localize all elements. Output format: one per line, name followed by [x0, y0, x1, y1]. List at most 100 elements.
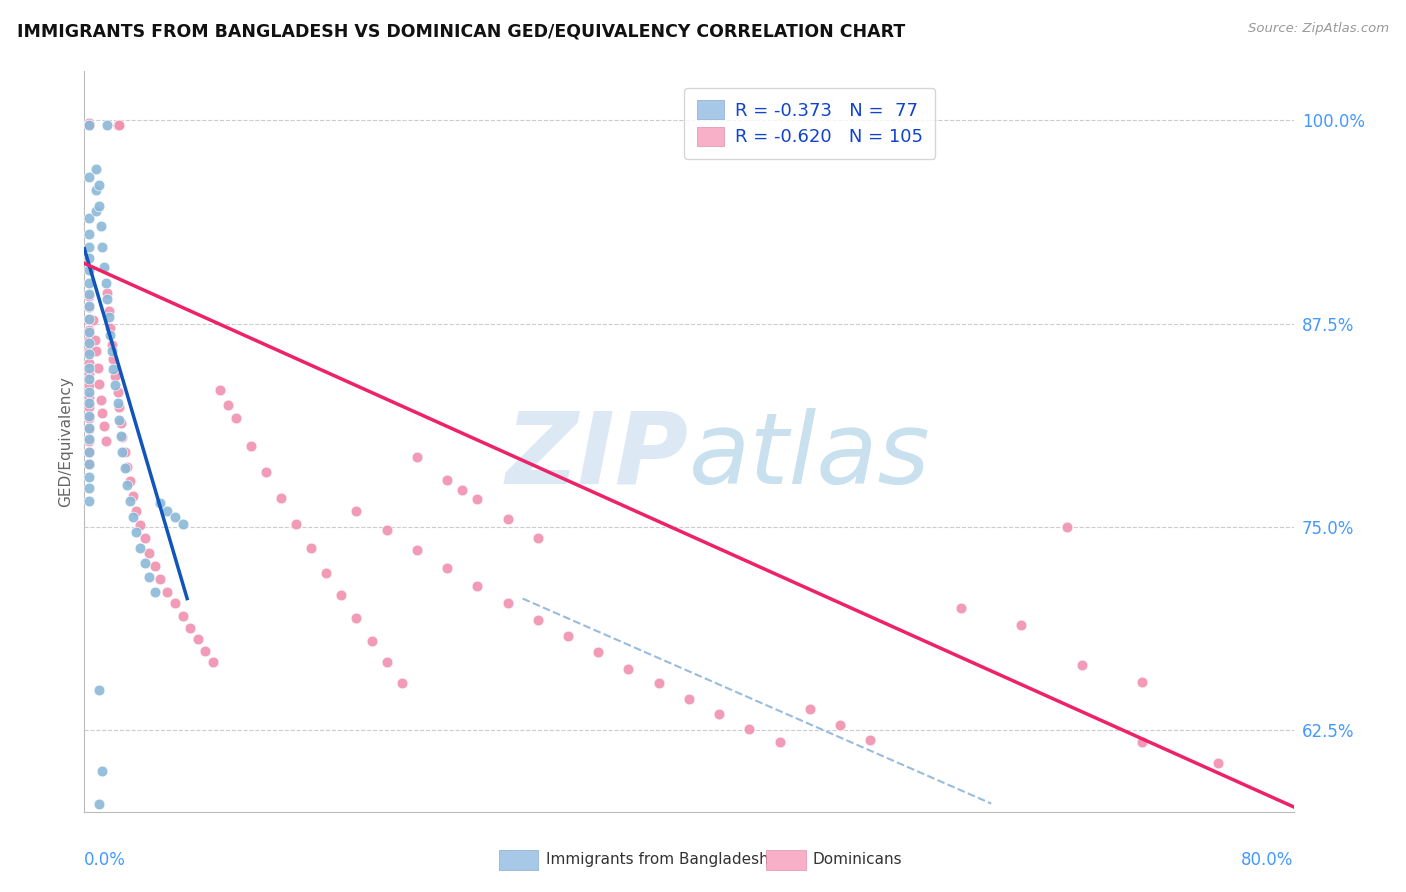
Point: [111, 445, 134, 459]
Point: [110, 429, 132, 443]
Point: [156, 585, 179, 599]
Point: [108, 412, 131, 426]
Point: [110, 416, 132, 430]
Point: [77, 469, 100, 483]
Point: [86, 161, 108, 176]
Point: [239, 439, 262, 453]
Point: [77, 276, 100, 290]
Point: [172, 609, 194, 624]
Point: [527, 532, 550, 546]
Point: [98, 321, 121, 335]
Point: [77, 378, 100, 392]
Text: Immigrants from Bangladesh: Immigrants from Bangladesh: [546, 853, 768, 867]
Point: [557, 629, 579, 643]
Point: [118, 475, 141, 489]
Point: [77, 356, 100, 370]
Point: [270, 491, 292, 505]
Y-axis label: GED/Equivalency: GED/Equivalency: [58, 376, 73, 507]
Point: [77, 420, 100, 434]
Point: [77, 360, 100, 375]
Point: [86, 204, 108, 219]
Point: [100, 337, 122, 351]
Text: ZIP: ZIP: [506, 408, 689, 505]
Point: [82, 313, 104, 327]
Point: [129, 518, 152, 533]
Point: [77, 227, 100, 241]
Point: [375, 523, 398, 537]
Text: IMMIGRANTS FROM BANGLADESH VS DOMINICAN GED/EQUIVALENCY CORRELATION CHART: IMMIGRANTS FROM BANGLADESH VS DOMINICAN …: [17, 22, 905, 40]
Point: [769, 735, 792, 749]
Point: [145, 585, 167, 599]
Point: [360, 633, 382, 648]
Point: [1130, 674, 1153, 689]
Point: [1130, 735, 1153, 749]
Point: [77, 170, 100, 185]
Point: [738, 722, 761, 736]
Text: 80.0%: 80.0%: [1241, 851, 1294, 869]
Point: [77, 445, 100, 459]
Point: [1011, 617, 1033, 632]
Point: [201, 655, 224, 669]
Point: [107, 384, 129, 399]
Point: [93, 260, 115, 274]
Point: [77, 301, 100, 315]
Point: [86, 344, 108, 359]
Point: [77, 457, 100, 471]
Point: [77, 367, 100, 381]
Point: [77, 494, 100, 508]
Point: [77, 325, 100, 339]
Point: [138, 570, 160, 584]
Point: [145, 559, 167, 574]
Point: [125, 524, 148, 539]
Point: [111, 430, 134, 444]
Point: [830, 718, 852, 732]
Point: [125, 504, 148, 518]
Point: [77, 299, 100, 313]
Point: [77, 432, 100, 446]
Point: [77, 118, 100, 132]
Point: [285, 516, 308, 531]
Point: [104, 368, 127, 383]
Point: [89, 682, 111, 697]
Point: [97, 310, 120, 324]
Point: [93, 419, 115, 434]
Point: [108, 400, 131, 414]
Point: [89, 376, 111, 391]
Point: [799, 702, 821, 716]
Point: [187, 632, 209, 647]
Point: [77, 211, 100, 225]
Point: [134, 532, 156, 546]
Point: [96, 292, 118, 306]
Point: [467, 492, 489, 507]
Point: [77, 384, 100, 399]
Point: [77, 445, 100, 459]
Point: [165, 597, 187, 611]
Point: [77, 289, 100, 303]
Point: [1056, 520, 1078, 534]
Text: Source: ZipAtlas.com: Source: ZipAtlas.com: [1249, 22, 1389, 36]
Point: [77, 422, 100, 436]
Point: [107, 396, 129, 410]
Point: [77, 252, 100, 266]
Point: [859, 733, 882, 747]
Point: [91, 764, 114, 778]
Point: [101, 352, 124, 367]
Point: [77, 400, 100, 414]
Point: [149, 572, 172, 586]
Point: [179, 621, 201, 635]
Point: [134, 556, 156, 570]
Point: [77, 481, 100, 495]
Point: [97, 303, 120, 318]
Point: [315, 566, 337, 580]
Point: [77, 311, 100, 326]
Point: [588, 645, 610, 659]
Point: [375, 655, 398, 669]
Point: [406, 542, 429, 557]
Point: [77, 372, 100, 386]
Point: [1206, 756, 1229, 770]
Point: [138, 546, 160, 560]
Point: [91, 240, 114, 254]
Point: [91, 406, 114, 420]
Point: [648, 676, 671, 690]
Point: [77, 336, 100, 351]
